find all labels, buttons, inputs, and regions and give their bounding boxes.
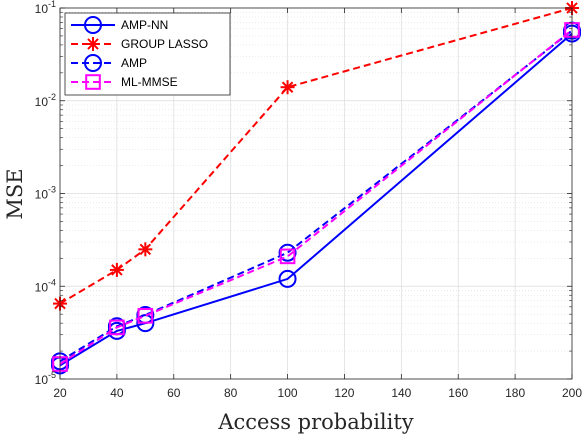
x-tick-label: 140: [391, 386, 411, 400]
legend-label: ML-MMSE: [121, 75, 178, 89]
x-axis-label: Access probability: [217, 410, 413, 434]
amp-marker: [278, 243, 297, 262]
y-tick-exponent: -4: [48, 277, 56, 287]
amp-nn-marker: [278, 269, 297, 288]
x-tick-label: 80: [224, 386, 238, 400]
asterisk-stroke: [87, 38, 99, 50]
x-tick-label: 120: [334, 386, 354, 400]
y-tick-exponent: -3: [48, 185, 56, 195]
y-tick-exponent: -5: [48, 370, 56, 380]
y-tick-exponent: -1: [48, 0, 56, 9]
legend-label: GROUP LASSO: [121, 37, 208, 51]
legend-marker: [84, 54, 102, 72]
legend-marker: [86, 37, 100, 51]
asterisk-stroke: [111, 264, 123, 276]
ticks: 10-510-410-310-210 -120 40 60 80 100 120 140 160…: [35, 0, 583, 400]
ml-mmse-marker: [109, 319, 125, 336]
x-tick-label: 20: [53, 386, 67, 400]
x-tick-label: 200: [562, 386, 582, 400]
ml-mmse-line: [59, 29, 573, 365]
legend-entry-amp: AMP: [71, 54, 147, 72]
x-tick-label: 60: [167, 386, 181, 400]
y-tick-label: 10: [35, 95, 49, 109]
legend-entry-ml-mmse: ML-MMSE: [71, 74, 178, 90]
y-tick-exponent: -2: [48, 92, 56, 102]
legend-entry-amp-nn: AMP-NN: [71, 16, 168, 34]
legend-marker: [85, 74, 101, 90]
group-lasso-marker: [138, 242, 153, 257]
y-axis-label: MSE: [3, 168, 27, 219]
x-tick-label: 40: [110, 386, 124, 400]
legend-entry-group-lasso: GROUP LASSO: [71, 37, 208, 51]
asterisk-stroke: [281, 81, 294, 93]
asterisk-stroke: [139, 243, 152, 256]
group-lasso-marker: [109, 262, 124, 277]
legend-box: [64, 12, 231, 96]
y-tick-label: 10: [35, 373, 49, 387]
legend-label: AMP-NN: [121, 18, 168, 32]
x-tick-label: 160: [448, 386, 468, 400]
amp-line: [59, 29, 573, 363]
amp-nn-marker: [136, 314, 155, 333]
legend-marker: [84, 16, 102, 34]
ml-mmse-marker: [279, 248, 296, 265]
group-lasso-marker: [280, 80, 295, 95]
ml-mmse-marker: [137, 308, 154, 324]
x-tick-label: 180: [505, 386, 525, 400]
y-tick-label: 10: [35, 188, 49, 202]
legend-label: AMP: [121, 56, 147, 70]
y-tick-label: 10: [35, 2, 49, 16]
legend: AMP-NN GROUP LASSO AMP ML-MMSE: [64, 12, 231, 96]
y-tick-label: 10: [35, 280, 49, 294]
x-tick-label: 100: [278, 386, 298, 400]
